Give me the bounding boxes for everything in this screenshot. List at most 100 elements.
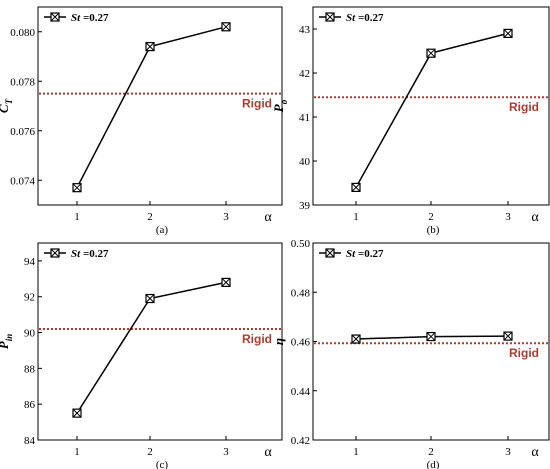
rigid-label: Rigid — [509, 346, 539, 360]
legend: St =0.27 — [319, 248, 384, 260]
marker-cross — [351, 183, 361, 192]
subcaption: (d) — [427, 459, 440, 469]
data-point — [72, 408, 82, 418]
y-tick-label: 92 — [24, 292, 35, 304]
y-tick-label: 0.46 — [291, 337, 311, 349]
y-tick-label: 42 — [299, 68, 310, 80]
panel-b: 39 40 41 42 43 1 2 3 α Po (b) Rigid St =0.27 — [271, 6, 550, 236]
x-tick-label: 1 — [353, 446, 359, 458]
legend-label: St =0.27 — [346, 248, 384, 260]
legend-label-suffix: =0.27 — [355, 12, 384, 24]
y-tick-label: 0.074 — [10, 175, 35, 187]
data-point — [426, 331, 436, 342]
marker-cross — [221, 278, 231, 287]
legend-marker-cross — [50, 12, 60, 22]
marker-cross — [72, 183, 82, 193]
data-point — [145, 293, 155, 304]
legend-label-suffix: =0.27 — [80, 12, 109, 24]
y-tick-label: 41 — [299, 112, 310, 124]
x-tick-label: 2 — [428, 446, 434, 458]
y-tick-label: 0.078 — [10, 76, 35, 88]
y-axis-label: η — [271, 338, 286, 345]
subcaption: (a) — [156, 224, 169, 236]
y-axis-label-main: η — [271, 338, 286, 345]
y-axis-label-sub: o — [279, 99, 289, 104]
marker-cross — [426, 48, 436, 58]
x-tick-label: 3 — [505, 446, 511, 458]
data-point — [351, 182, 361, 192]
y-tick-label: 0.48 — [291, 287, 311, 299]
y-tick-label: 90 — [24, 328, 36, 340]
marker-cross — [145, 42, 155, 51]
plot-frame — [37, 242, 283, 441]
legend-label-suffix: =0.27 — [355, 248, 384, 260]
panel-d: 0.42 0.44 0.46 0.48 0.50 1 2 3 α η (d) Rigid St =0.2… — [271, 238, 550, 469]
legend-label-prefix: St — [346, 12, 356, 24]
data-point — [503, 331, 513, 341]
x-tick-label: 1 — [353, 211, 359, 223]
legend: St =0.27 — [44, 12, 109, 24]
rigid-label: Rigid — [242, 97, 272, 111]
panel-c: 84 86 88 90 92 94 1 2 3 α Pin (c) Rigid St =0.27 — [0, 242, 283, 469]
x-axis-label: α — [531, 210, 539, 225]
marker-cross — [503, 331, 513, 341]
marker-cross — [72, 408, 82, 418]
y-axis-label-main: P — [0, 340, 11, 349]
y-tick-label: 0.076 — [10, 126, 35, 138]
legend-marker-cross — [325, 12, 335, 22]
legend-label: St =0.27 — [71, 12, 109, 24]
marker-cross — [426, 332, 436, 341]
subcaption: (b) — [427, 224, 440, 236]
data-point — [351, 334, 361, 344]
y-axis-label: Po — [271, 99, 289, 112]
legend-label-prefix: St — [71, 248, 81, 260]
legend-label-prefix: St — [346, 248, 356, 260]
plot-frame — [37, 6, 283, 206]
data-point — [503, 28, 513, 38]
y-axis-label-sub: T — [4, 98, 14, 104]
x-tick-label: 2 — [147, 211, 153, 223]
legend-label: St =0.27 — [71, 248, 109, 260]
marker-cross — [351, 334, 361, 344]
y-axis-label: CT — [0, 98, 14, 113]
data-point — [221, 277, 231, 287]
y-tick-label: 40 — [299, 156, 311, 168]
rigid-label: Rigid — [509, 100, 539, 114]
y-tick-label: 0.42 — [291, 435, 310, 447]
x-tick-label: 1 — [74, 211, 80, 223]
x-axis-label: α — [264, 210, 272, 225]
x-axis-label: α — [531, 445, 539, 460]
y-tick-label: 0.080 — [10, 27, 35, 39]
legend: St =0.27 — [44, 248, 109, 260]
rigid-label: Rigid — [242, 332, 272, 346]
marker-cross — [145, 294, 155, 303]
y-tick-label: 0.44 — [291, 386, 311, 398]
plot-frame — [312, 242, 550, 441]
x-tick-label: 3 — [505, 211, 511, 223]
data-point — [145, 41, 155, 52]
y-tick-label: 86 — [24, 399, 36, 411]
data-point — [426, 48, 436, 58]
x-tick-label: 2 — [147, 446, 153, 458]
x-tick-label: 2 — [428, 211, 434, 223]
marker-cross — [221, 22, 231, 32]
legend-marker-cross — [325, 248, 335, 258]
y-tick-label: 43 — [299, 24, 311, 36]
x-axis-label: α — [264, 445, 272, 460]
x-tick-label: 3 — [223, 211, 229, 223]
x-tick-label: 3 — [223, 446, 229, 458]
y-axis-label-main: P — [271, 103, 286, 112]
panel-a: 0.074 0.076 0.078 0.080 1 2 3 α CT (a) Rigid St =0.… — [0, 6, 283, 236]
data-point — [72, 183, 82, 193]
y-tick-label: 94 — [24, 256, 36, 268]
y-tick-label: 0.50 — [291, 238, 311, 250]
y-tick-label: 39 — [299, 200, 311, 212]
legend: St =0.27 — [319, 12, 384, 24]
marker-cross — [503, 29, 513, 38]
legend-label-prefix: St — [71, 12, 81, 24]
y-axis-label-sub: in — [4, 334, 14, 342]
legend-label: St =0.27 — [346, 12, 384, 24]
legend-marker-cross — [50, 248, 60, 258]
x-tick-label: 1 — [74, 446, 80, 458]
